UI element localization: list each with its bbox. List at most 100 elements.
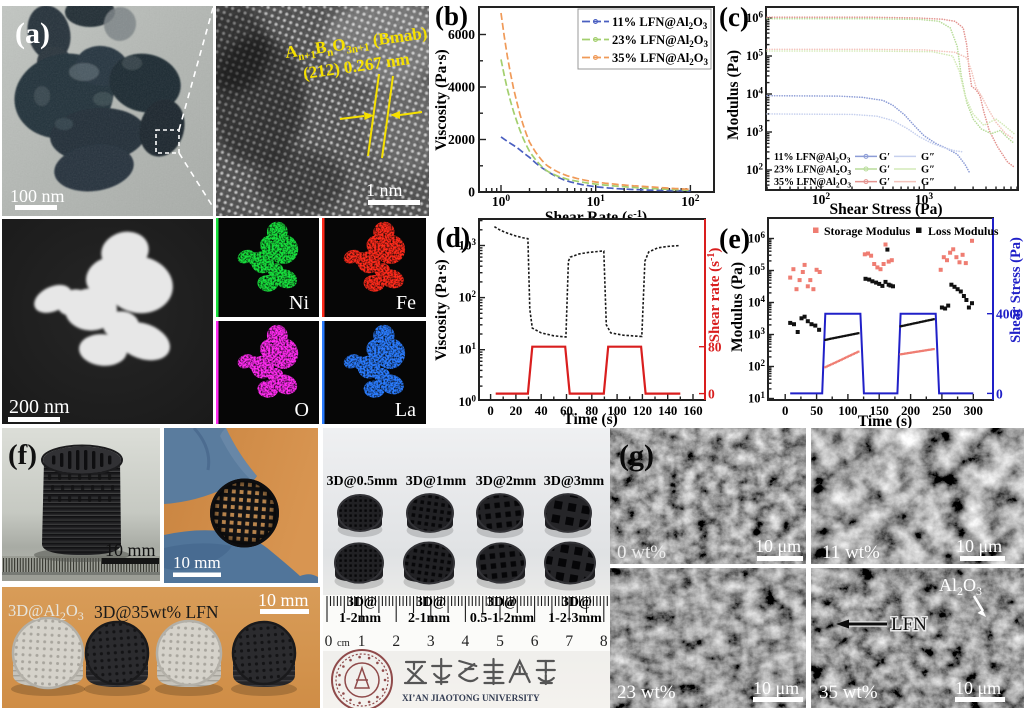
svg-text:20: 20 bbox=[510, 404, 523, 418]
svg-text:0 wt%: 0 wt% bbox=[617, 542, 666, 563]
svg-text:G′: G′ bbox=[879, 177, 890, 188]
svg-text:3: 3 bbox=[427, 633, 435, 650]
svg-text:0: 0 bbox=[487, 404, 493, 418]
svg-text:O: O bbox=[295, 399, 309, 421]
svg-text:7: 7 bbox=[565, 633, 573, 650]
svg-text:Storage Modulus: Storage Modulus bbox=[824, 224, 911, 238]
svg-text:0: 0 bbox=[468, 185, 475, 200]
svg-text:G″: G″ bbox=[921, 177, 935, 188]
svg-text:Viscosity (Pa·s): Viscosity (Pa·s) bbox=[433, 259, 450, 360]
svg-text:50: 50 bbox=[810, 404, 823, 418]
svg-text:3D@: 3D@ bbox=[416, 595, 446, 610]
svg-text:0.5-1-2mm: 0.5-1-2mm bbox=[470, 611, 534, 626]
svg-text:10 mm: 10 mm bbox=[173, 553, 221, 572]
svg-text:101: 101 bbox=[459, 341, 477, 357]
svg-text:1 nm: 1 nm bbox=[366, 180, 403, 200]
svg-text:G″: G″ bbox=[921, 165, 935, 176]
svg-text:102: 102 bbox=[746, 162, 764, 178]
svg-text:3D@1mm: 3D@1mm bbox=[406, 474, 467, 489]
svg-text:3D@Al2O3: 3D@Al2O3 bbox=[8, 601, 84, 623]
svg-text:(f): (f) bbox=[8, 439, 37, 471]
svg-text:Fe: Fe bbox=[396, 292, 416, 314]
svg-text:100: 100 bbox=[838, 404, 857, 418]
svg-text:105: 105 bbox=[748, 262, 766, 278]
svg-text:Viscosity (Pa·s): Viscosity (Pa·s) bbox=[433, 49, 450, 150]
svg-text:1-2-3mm: 1-2-3mm bbox=[548, 611, 602, 626]
svg-text:Ni: Ni bbox=[289, 292, 309, 314]
svg-text:3D@: 3D@ bbox=[487, 595, 517, 610]
svg-text:3D@3mm: 3D@3mm bbox=[544, 474, 605, 489]
svg-text:Modulus (Pa): Modulus (Pa) bbox=[725, 50, 742, 140]
svg-text:(b): (b) bbox=[435, 1, 468, 31]
svg-text:3D@0.5mm: 3D@0.5mm bbox=[327, 474, 398, 489]
svg-text:10 mm: 10 mm bbox=[105, 540, 156, 560]
svg-text:cm: cm bbox=[337, 638, 350, 649]
svg-text:100 nm: 100 nm bbox=[10, 186, 65, 206]
svg-text:120: 120 bbox=[633, 404, 652, 418]
svg-text:(c): (c) bbox=[719, 2, 749, 32]
svg-text:10 μm: 10 μm bbox=[755, 536, 801, 556]
svg-text:250: 250 bbox=[932, 404, 951, 418]
svg-text:0: 0 bbox=[996, 386, 1003, 401]
svg-text:35% LFN@Al2O3: 35% LFN@Al2O3 bbox=[612, 51, 709, 67]
svg-text:105: 105 bbox=[746, 48, 764, 64]
svg-text:100: 100 bbox=[459, 393, 477, 409]
svg-text:Shear Stress (Pa): Shear Stress (Pa) bbox=[1008, 237, 1024, 343]
svg-text:140: 140 bbox=[658, 404, 677, 418]
svg-text:(d): (d) bbox=[436, 223, 470, 254]
svg-text:10 μm: 10 μm bbox=[955, 678, 1001, 698]
svg-text:(e): (e) bbox=[719, 224, 750, 255]
svg-text:G′: G′ bbox=[879, 152, 890, 163]
svg-text:4: 4 bbox=[462, 633, 470, 650]
svg-text:Time (s): Time (s) bbox=[858, 413, 912, 430]
svg-text:3D@: 3D@ bbox=[562, 595, 592, 610]
svg-text:La: La bbox=[395, 399, 416, 421]
svg-text:G″: G″ bbox=[921, 152, 935, 163]
svg-text:11% LFN@Al2O3: 11% LFN@Al2O3 bbox=[774, 152, 851, 165]
svg-text:0: 0 bbox=[708, 387, 715, 402]
svg-text:4000: 4000 bbox=[996, 307, 1023, 322]
svg-text:(g): (g) bbox=[619, 439, 654, 472]
svg-text:160: 160 bbox=[683, 404, 702, 418]
svg-text:2000: 2000 bbox=[448, 132, 475, 147]
svg-text:3D@: 3D@ bbox=[347, 595, 377, 610]
svg-text:G′: G′ bbox=[879, 165, 890, 176]
svg-text:LFN: LFN bbox=[891, 614, 927, 635]
svg-text:5: 5 bbox=[496, 633, 504, 650]
svg-text:100: 100 bbox=[607, 404, 626, 418]
svg-text:(a): (a) bbox=[15, 17, 50, 50]
svg-text:2: 2 bbox=[392, 633, 400, 650]
svg-text:11% LFN@Al2O3: 11% LFN@Al2O3 bbox=[612, 15, 708, 31]
svg-text:23% LFN@Al2O3: 23% LFN@Al2O3 bbox=[774, 165, 851, 178]
svg-text:103: 103 bbox=[746, 124, 764, 140]
svg-text:XI’AN JIAOTONG UNIVERSITY: XI’AN JIAOTONG UNIVERSITY bbox=[402, 693, 540, 703]
svg-text:101: 101 bbox=[748, 390, 766, 406]
svg-text:104: 104 bbox=[746, 86, 764, 102]
svg-text:10 μm: 10 μm bbox=[956, 536, 1002, 556]
svg-text:10 mm: 10 mm bbox=[258, 590, 309, 610]
svg-text:104: 104 bbox=[748, 294, 766, 310]
svg-text:10 μm: 10 μm bbox=[753, 678, 799, 698]
svg-text:102: 102 bbox=[748, 358, 766, 374]
svg-text:Shear rate (s-1): Shear rate (s-1) bbox=[706, 248, 723, 343]
svg-text:Loss Modulus: Loss Modulus bbox=[928, 224, 999, 238]
svg-text:1: 1 bbox=[358, 633, 366, 650]
svg-text:150: 150 bbox=[870, 404, 889, 418]
svg-text:6000: 6000 bbox=[448, 27, 475, 42]
svg-text:200 nm: 200 nm bbox=[9, 396, 70, 418]
svg-text:103: 103 bbox=[748, 326, 766, 342]
svg-text:8: 8 bbox=[600, 633, 608, 650]
svg-text:200: 200 bbox=[901, 404, 920, 418]
svg-text:Time (s): Time (s) bbox=[563, 411, 617, 428]
svg-text:35% LFN@Al2O3: 35% LFN@Al2O3 bbox=[774, 177, 851, 190]
svg-text:LFN: LFN bbox=[891, 614, 927, 635]
svg-text:23% LFN@Al2O3: 23% LFN@Al2O3 bbox=[612, 33, 709, 49]
svg-text:300: 300 bbox=[964, 404, 983, 418]
svg-text:Modulus (Pa): Modulus (Pa) bbox=[729, 262, 746, 352]
svg-text:23 wt%: 23 wt% bbox=[617, 682, 676, 703]
svg-text:2-1mm: 2-1mm bbox=[408, 611, 450, 626]
svg-text:35 wt%: 35 wt% bbox=[819, 682, 878, 703]
svg-text:80: 80 bbox=[708, 340, 722, 355]
svg-text:11 wt%: 11 wt% bbox=[822, 542, 880, 563]
svg-text:106: 106 bbox=[748, 230, 766, 246]
